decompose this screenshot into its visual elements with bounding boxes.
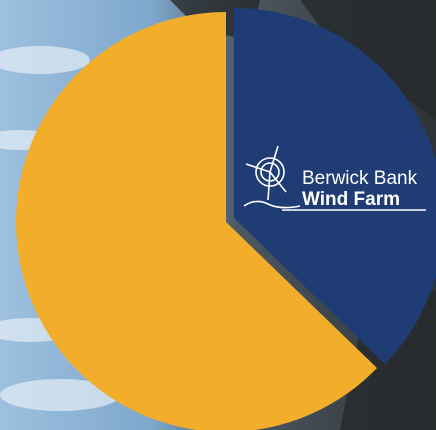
- logo-line-2: Wind Farm: [302, 189, 400, 210]
- yellow-segment: [16, 12, 377, 430]
- logo-line-1: Berwick Bank: [302, 168, 418, 189]
- blue-segment: [234, 8, 436, 364]
- turbine-icon: [243, 145, 301, 209]
